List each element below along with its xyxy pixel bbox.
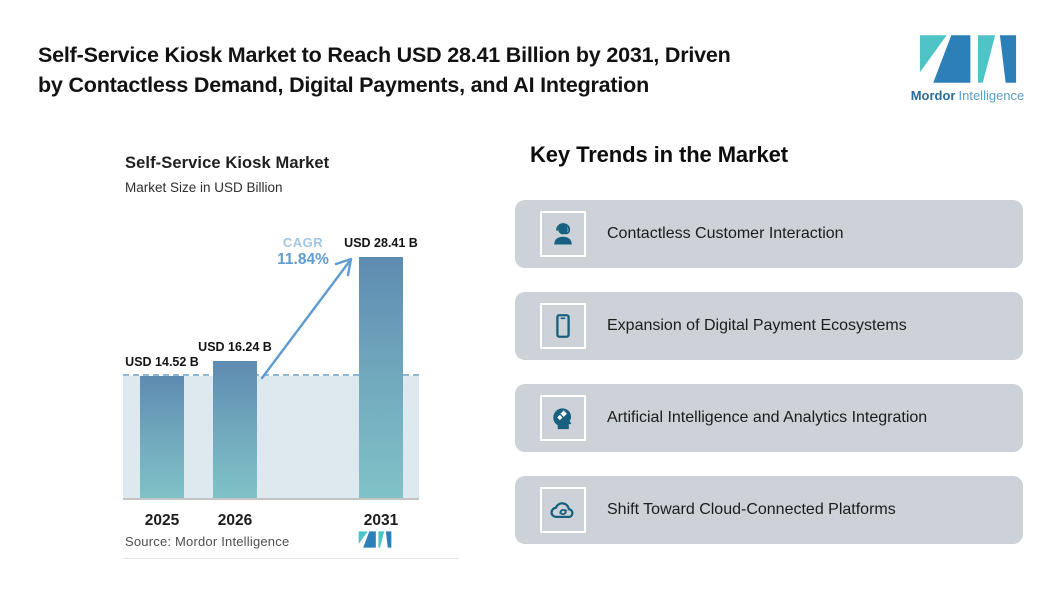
chart-footer: Source: Mordor Intelligence (125, 531, 420, 551)
trend-card-digital-payments: Expansion of Digital Payment Ecosystems (515, 292, 1023, 360)
smartphone-icon (556, 314, 570, 338)
ai-head-icon (553, 408, 572, 430)
mordor-intelligence-mini-logo-icon (358, 531, 392, 548)
axis-tick-label: 2026 (217, 512, 253, 529)
brand-name: Mordor Intelligence (905, 88, 1030, 103)
dashed-reference-line (123, 374, 419, 376)
brand-name-bold: Mordor (910, 88, 956, 103)
icon-tile (540, 487, 586, 533)
bar-value-label: USD 14.52 B (125, 355, 199, 369)
page-title-line1: Self-Service Kiosk Market to Reach USD 2… (38, 43, 731, 67)
bar-chart-plot-area: USD 14.52 B 2025 USD 16.24 B 2026 USD 28… (123, 235, 419, 529)
source-text: Source: Mordor Intelligence (125, 534, 290, 549)
page-title: Self-Service Kiosk Market to Reach USD 2… (38, 40, 888, 100)
trend-card-contactless: Contactless Customer Interaction (515, 200, 1023, 268)
brand-name-light: Intelligence (958, 88, 1025, 103)
bar-rect-2025 (140, 376, 184, 500)
chart-title: Self-Service Kiosk Market (125, 154, 330, 172)
axis-tick-label: 2031 (363, 512, 399, 529)
cagr-annotation: CAGR 11.84% (265, 235, 341, 269)
trend-label: Expansion of Digital Payment Ecosystems (607, 317, 907, 334)
trend-card-ai-analytics: Artificial Intelligence and Analytics In… (515, 384, 1023, 452)
trend-label: Shift Toward Cloud-Connected Platforms (607, 501, 896, 518)
trend-label: Artificial Intelligence and Analytics In… (607, 409, 928, 426)
cloud-sync-icon (550, 502, 574, 518)
support-agent-icon (554, 223, 572, 245)
bar-value-label: USD 16.24 B (198, 340, 272, 354)
cagr-label: CAGR (282, 235, 324, 250)
bar-rect-2031 (359, 257, 403, 500)
icon-tile (540, 395, 586, 441)
chart-subtitle: Market Size in USD Billion (125, 180, 283, 195)
axis-tick-label: 2025 (144, 512, 180, 529)
cagr-value: 11.84% (277, 251, 329, 268)
mordor-intelligence-logo-icon (919, 35, 1016, 83)
bar-rect-2026 (213, 361, 257, 500)
brand-logo: Mordor Intelligence (905, 34, 1030, 103)
x-axis-line (123, 498, 419, 500)
growth-arrow-icon (260, 257, 353, 380)
icon-tile (540, 211, 586, 257)
bar-value-label: USD 28.41 B (344, 236, 418, 250)
trends-heading: Key Trends in the Market (530, 142, 789, 167)
page-title-line2: by Contactless Demand, Digital Payments,… (38, 73, 650, 97)
trend-label: Contactless Customer Interaction (607, 225, 844, 242)
icon-tile (540, 303, 586, 349)
divider (123, 558, 458, 559)
trend-card-cloud-platforms: Shift Toward Cloud-Connected Platforms (515, 476, 1023, 544)
